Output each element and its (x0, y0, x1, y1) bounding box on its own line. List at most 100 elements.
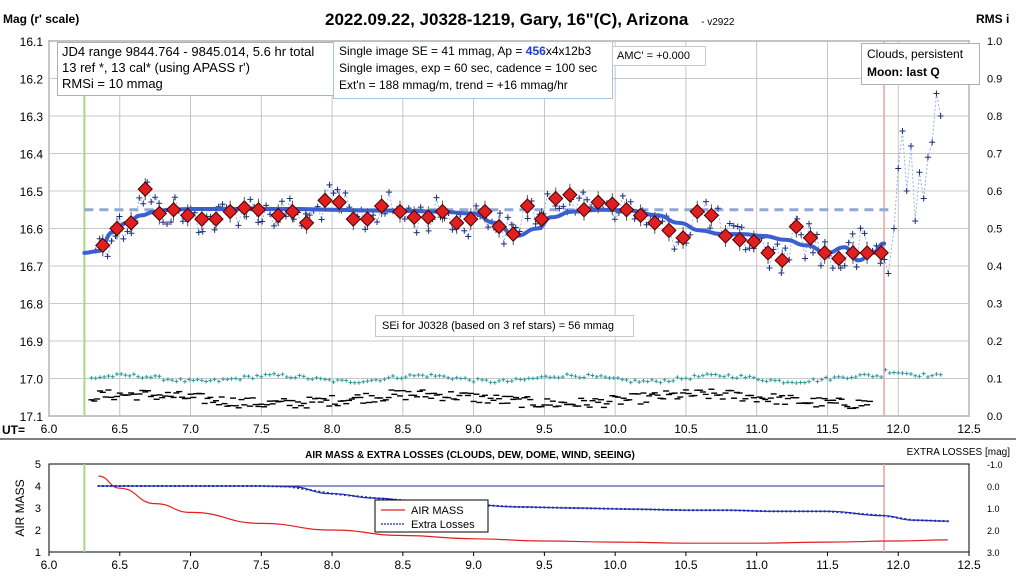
extra-losses-point (895, 516, 898, 519)
rms-point (743, 375, 748, 380)
measurement-point (890, 225, 897, 232)
measurement-point (171, 194, 178, 201)
rms-point (615, 375, 620, 380)
rms-point (785, 380, 790, 385)
measurement-point (385, 189, 392, 196)
se-text: Single image SE = 41 mmag, Ap = (339, 44, 526, 58)
rms-point (424, 374, 429, 379)
measurement-point (532, 220, 539, 227)
measurement-point (734, 223, 741, 230)
extra-losses-point (106, 485, 109, 487)
extra-losses-point (288, 485, 291, 488)
extra-losses-point (560, 506, 563, 509)
rms-point (938, 372, 943, 377)
legend-extra-losses-label: Extra Losses (411, 519, 475, 531)
extra-losses-point (598, 507, 601, 510)
top-y-tick-label: 16.7 (20, 260, 44, 274)
extra-losses-point (573, 507, 576, 510)
rms-point (114, 372, 119, 377)
measurement-point (627, 198, 634, 205)
extra-losses-point (891, 516, 894, 519)
top-y2-tick-label: 0.9 (987, 74, 1002, 86)
binned-point (562, 187, 578, 203)
extra-losses-point (755, 509, 758, 512)
extra-losses-point (539, 506, 542, 509)
measurement-point (449, 226, 456, 233)
binned-point (788, 218, 805, 235)
extra-losses-point (772, 510, 775, 513)
extra-losses-point (692, 509, 694, 512)
rms-point (339, 378, 344, 383)
extra-losses-point (696, 509, 699, 512)
rms-point (212, 377, 217, 382)
rms-point (161, 378, 166, 383)
rms-point (807, 379, 812, 384)
extra-losses-point (738, 509, 741, 512)
extra-losses-point (254, 485, 257, 487)
rms-point (191, 378, 196, 383)
top-y-tick-label: 16.6 (20, 223, 44, 237)
binned-point (717, 228, 734, 244)
measurement-point (544, 190, 551, 197)
rms-point (429, 372, 434, 377)
top-y2-tick-label: 0.0 (987, 411, 1002, 423)
rms-point (509, 379, 514, 384)
rms-point (739, 373, 744, 378)
extra-losses-point (522, 506, 525, 509)
rms-point (395, 376, 400, 381)
extra-losses-point (500, 505, 503, 508)
sei-box: SEi for J0328 (based on 3 ref stars) = 5… (375, 315, 634, 337)
extra-losses-point (742, 509, 745, 512)
measurement-point (813, 231, 820, 238)
rms-point (331, 380, 336, 385)
extra-losses-point (144, 485, 147, 487)
rms-point (548, 375, 553, 380)
measurement-point (108, 237, 115, 244)
rms-point (679, 376, 684, 381)
binned-point (180, 207, 196, 224)
extra-losses-point (751, 509, 754, 512)
measurement-point (671, 246, 678, 253)
extra-losses-point (798, 510, 801, 513)
top-x-tick-label: 9.0 (465, 422, 482, 436)
measurement-point (465, 233, 472, 240)
top-x-tick-label: 12.5 (957, 422, 981, 436)
measurement-point (782, 245, 789, 252)
binned-point (647, 215, 663, 231)
rms-point (454, 375, 459, 380)
binned-point (491, 218, 507, 235)
rms-point (352, 380, 357, 385)
extra-losses-point (241, 485, 244, 487)
rms-point (178, 377, 183, 382)
air-mass-line (98, 475, 948, 544)
rms-point (883, 367, 888, 372)
rms-point (467, 377, 472, 382)
extra-losses-point (271, 485, 274, 488)
extra-losses-point (675, 509, 678, 512)
binned-point (774, 252, 790, 269)
rms-point (136, 374, 141, 379)
extra-losses-point (641, 508, 644, 511)
rms-point (917, 374, 922, 379)
extra-losses-point (827, 510, 830, 513)
rms-point (208, 378, 213, 383)
extra-losses-point (785, 510, 788, 513)
extra-losses-point (318, 490, 321, 493)
binned-point (760, 245, 776, 261)
bottom-title: AIR MASS & EXTRA LOSSES (CLOUDS, DEW, DO… (305, 450, 635, 461)
measurement-point (560, 203, 567, 210)
extra-losses-point (878, 514, 881, 517)
bottom-x-tick-label: 7.5 (253, 558, 270, 572)
binned-point (208, 211, 224, 227)
rmsi-line: RMSi = 10 mmag (62, 76, 163, 91)
measurement-point (806, 220, 813, 227)
rms-point (437, 373, 442, 378)
measurement-point (829, 265, 836, 272)
rms-point (272, 371, 277, 376)
binned-point (236, 200, 253, 216)
extra-losses-point (123, 485, 126, 487)
rms-point (526, 376, 531, 381)
bottom-x-tick-label: 6.5 (111, 558, 128, 572)
rms-point (407, 372, 412, 377)
measurement-point (342, 189, 349, 196)
